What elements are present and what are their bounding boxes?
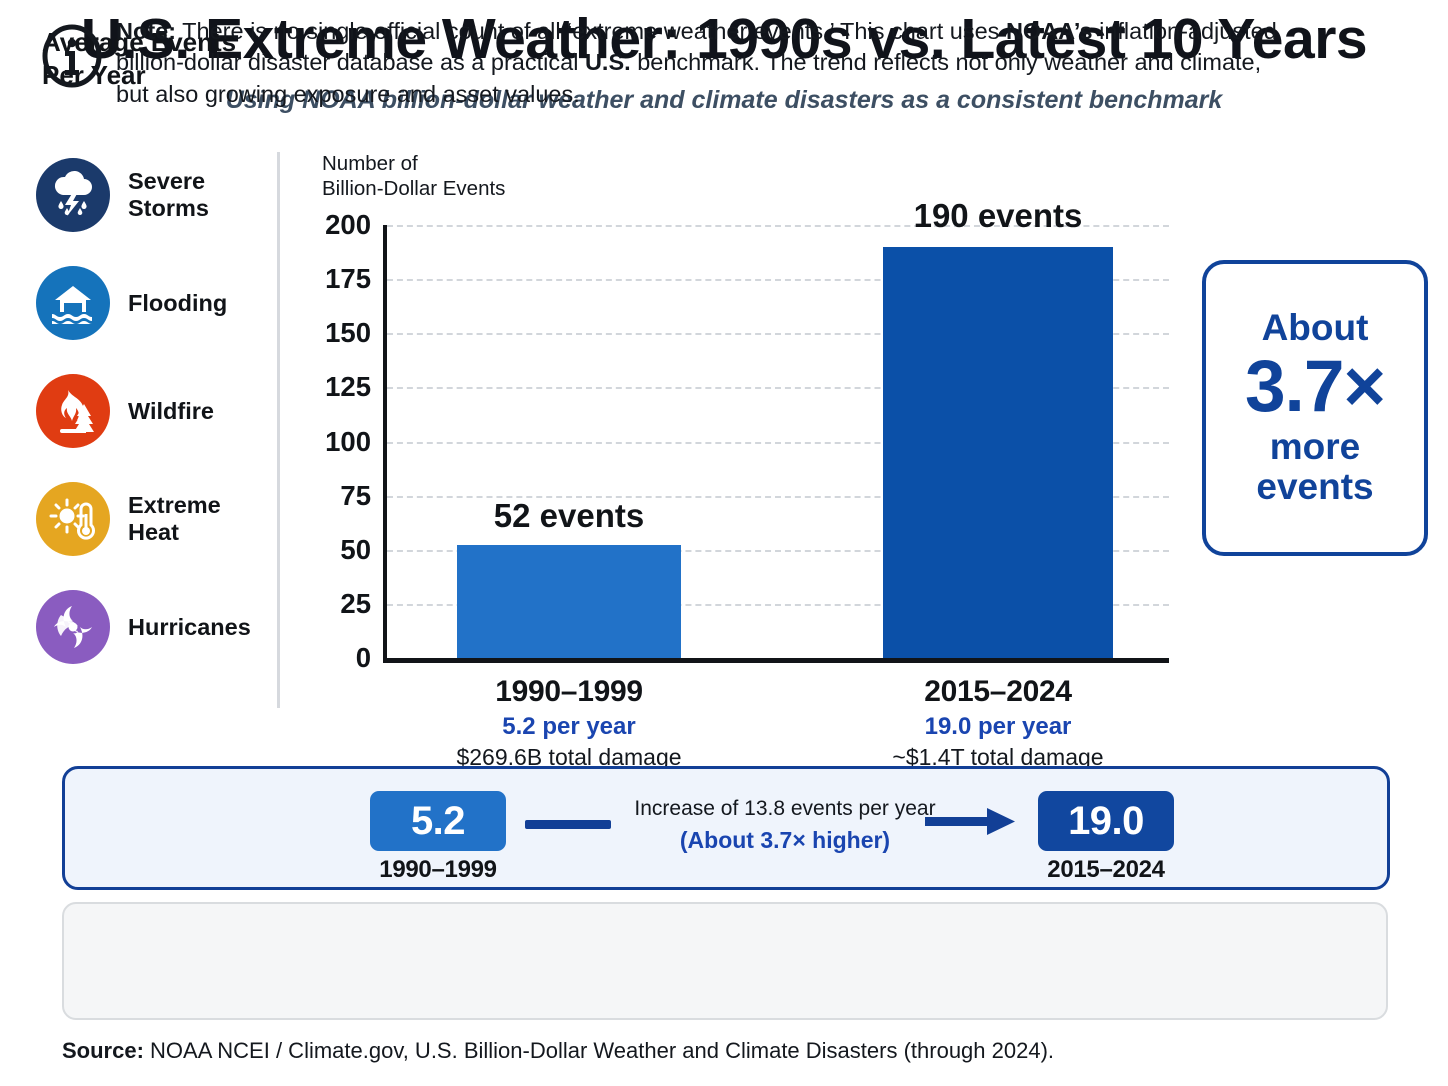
callout-more-label: more	[1269, 426, 1361, 468]
left-average-pill: 5.2	[370, 791, 506, 851]
y-tick: 175	[325, 263, 371, 294]
y-tick: 50	[340, 534, 371, 565]
callout-about-label: About	[1261, 306, 1369, 348]
legend-divider	[277, 152, 280, 708]
y-tick: 200	[325, 209, 371, 240]
flame-tree-icon	[36, 374, 110, 448]
source-text: NOAA NCEI / Climate.gov, U.S. Billion-Do…	[143, 1038, 1055, 1063]
note-bold-us: U.S.	[584, 49, 631, 76]
bar-value-label: 52 events	[493, 497, 645, 534]
strip-connector-line	[525, 820, 611, 829]
sun-thermometer-icon	[36, 482, 110, 556]
right-period-label: 2015–2024	[1047, 856, 1165, 883]
note-label: Note:	[116, 18, 177, 44]
legend-item-label: Severe Storms	[128, 168, 209, 221]
storm-cloud-lightning-icon	[36, 158, 110, 232]
multiplier-label: (About 3.7× higher)	[679, 827, 891, 853]
y-tick: 25	[340, 588, 371, 619]
bar-damage-label: ~$1.4T total damage	[892, 744, 1104, 770]
bar-period-label: 2015–2024	[924, 675, 1072, 708]
bar-footer-2015-2024: 2015–2024 19.0 per year ~$1.4T total dam…	[856, 675, 1140, 771]
gridline-25	[387, 604, 1169, 606]
info-circle-icon	[40, 24, 104, 93]
gridline-50	[387, 550, 1169, 552]
legend-item-wildfire: Wildfire	[36, 368, 214, 454]
bar-2015-2024[interactable]	[883, 247, 1113, 658]
note-body-3: benchmark. The trend reflects not only w…	[116, 49, 1262, 107]
gridline-200	[387, 225, 1169, 227]
callout-events-label: events	[1256, 466, 1374, 508]
y-axis-caption: Number of Billion-Dollar Events	[322, 152, 506, 200]
page-title: U.S. Extreme Weather: 1990s vs. Latest 1…	[80, 7, 1368, 71]
bar-period-label: 1990–1999	[495, 675, 643, 708]
legend-item-hurricanes: Hurricanes	[36, 584, 251, 670]
right-average-pill: 19.0	[1038, 791, 1174, 851]
source-line: Source: NOAA NCEI / Climate.gov, U.S. Bi…	[62, 1038, 1054, 1064]
x-axis-line	[383, 658, 1169, 663]
strip-increase-text: Increase of 13.8 events per year (About …	[620, 797, 950, 854]
plot-area: 200 175 150 125 100 75 50 25 0 52 events…	[325, 197, 1173, 810]
bar-rate-label: 5.2 per year	[502, 713, 636, 740]
y-axis-line	[383, 225, 387, 660]
y-tick: 125	[325, 371, 371, 402]
legend-item-label: Extreme Heat	[128, 492, 221, 545]
increase-label: Increase of 13.8 events per year	[634, 797, 936, 820]
bar-chart: Number of Billion-Dollar Events 200 175 …	[300, 150, 1190, 770]
hazard-legend: Severe Storms Flooding	[36, 152, 276, 680]
strip-arrow-icon	[925, 806, 1017, 841]
hurricane-spiral-icon	[36, 590, 110, 664]
page-subtitle: Using NOAA billion-dollar weather and cl…	[225, 86, 1223, 114]
flooded-house-icon	[36, 266, 110, 340]
legend-item-label: Flooding	[128, 289, 228, 316]
bar-damage-label: $269.6B total damage	[456, 744, 682, 770]
legend-item-flooding: Flooding	[36, 260, 227, 346]
multiplier-callout: About 3.7× more events	[1202, 260, 1428, 556]
bar-footer-1990-1999: 1990–1999 5.2 per year $269.6B total dam…	[427, 675, 711, 771]
y-tick: 150	[325, 317, 371, 348]
gridline-150	[387, 333, 1169, 335]
gridline-75	[387, 496, 1169, 498]
legend-item-extreme-heat: Extreme Heat	[36, 476, 276, 562]
bar-1990-1999[interactable]	[457, 545, 681, 658]
note-body-1: There is no single official count of all…	[176, 18, 1006, 44]
gridline-100	[387, 442, 1169, 444]
bar-value-label: 190 events	[913, 197, 1083, 234]
note-text: Note: There is no single official count …	[116, 16, 1296, 110]
left-period-label: 1990–1999	[379, 856, 497, 883]
average-events-strip	[62, 766, 1390, 890]
y-tick: 100	[325, 426, 371, 457]
note-box	[62, 902, 1388, 1020]
legend-item-label: Wildfire	[128, 397, 214, 424]
y-tick: 0	[355, 642, 371, 673]
callout-multiplier-value: 3.7×	[1244, 345, 1386, 427]
gridline-125	[387, 387, 1169, 389]
gridline-175	[387, 279, 1169, 281]
source-label: Source:	[62, 1038, 144, 1063]
legend-item-severe-storms: Severe Storms	[36, 152, 276, 238]
note-body-2: inflation-adjusted billion-dollar disast…	[116, 18, 1277, 76]
note-bold-noaa: NOAA’s	[1005, 18, 1093, 44]
bar-rate-label: 19.0 per year	[924, 713, 1072, 740]
legend-item-label: Hurricanes	[128, 613, 251, 640]
y-tick: 75	[340, 480, 371, 511]
